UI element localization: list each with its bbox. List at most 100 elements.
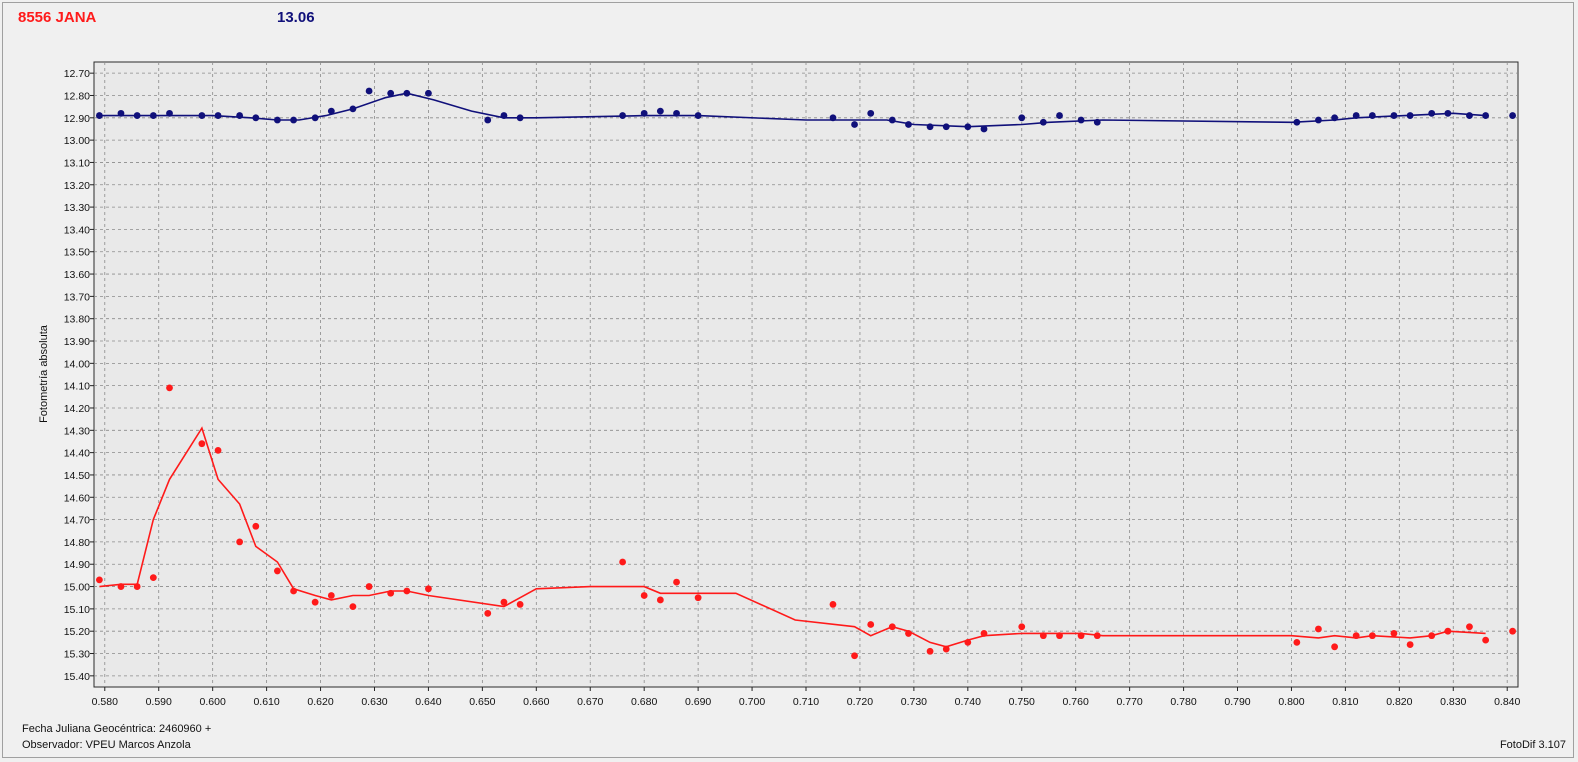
x-tick-label: 0.630 — [361, 696, 387, 708]
variable-data-point — [1509, 627, 1517, 635]
y-tick-label: 13.50 — [64, 247, 90, 259]
series — [95, 87, 1517, 660]
variable-data-point — [851, 652, 858, 660]
comparison-data-point — [656, 107, 664, 115]
x-tick-label: 0.650 — [469, 696, 495, 708]
variable-data-point — [1093, 632, 1101, 640]
comparison-data-point — [942, 123, 950, 131]
y-tick-label: 13.20 — [64, 180, 90, 192]
x-tick-label: 0.710 — [793, 696, 819, 708]
variable-data-point — [1315, 625, 1322, 633]
x-tick-label: 0.690 — [685, 696, 711, 708]
variable-data-point — [1077, 632, 1085, 640]
y-tick-label: 13.00 — [64, 135, 90, 147]
comparison-data-point — [1293, 118, 1301, 126]
comparison-data-point — [1352, 112, 1360, 119]
comparison-data-point — [619, 112, 627, 119]
variable-data-point — [640, 592, 648, 599]
x-tick-label: 0.600 — [200, 696, 226, 708]
comparison-data-point — [149, 112, 157, 119]
variable-data-point — [1482, 636, 1490, 644]
variable-data-point — [619, 558, 627, 566]
variable-data-point — [252, 522, 260, 530]
x-tick-label: 0.800 — [1278, 696, 1304, 708]
comparison-data-point — [1444, 109, 1452, 117]
comparison-data-point — [425, 89, 432, 97]
x-tick-label: 0.620 — [307, 696, 333, 708]
x-tick-label: 0.830 — [1440, 696, 1466, 708]
variable-data-point — [365, 583, 373, 590]
x-tick-label: 0.670 — [577, 696, 603, 708]
variable-data-point — [656, 596, 664, 604]
variable-data-point — [425, 585, 432, 593]
x-tick-label: 0.720 — [847, 696, 873, 708]
comparison-data-point — [1039, 118, 1047, 126]
variable-data-point — [133, 583, 141, 590]
comparison-data-point — [640, 109, 648, 117]
variable-data-point — [273, 567, 281, 575]
variable-data-point — [1293, 638, 1301, 646]
y-tick-label: 14.10 — [64, 381, 90, 393]
variable-data-point — [1466, 623, 1473, 631]
footer-version: FotoDif 3.107 — [1499, 739, 1566, 751]
y-tick-label: 14.30 — [64, 425, 90, 437]
variable-data-point — [926, 647, 934, 655]
comparison-data-point — [1056, 112, 1063, 119]
x-tick-label: 0.770 — [1116, 696, 1142, 708]
comparison-trend-line — [99, 92, 1486, 128]
variable-data-point — [673, 578, 680, 586]
comparison-data-point — [1509, 112, 1517, 119]
comparison-data-point — [905, 121, 912, 128]
x-tick-label: 0.810 — [1332, 696, 1358, 708]
comparison-data-point — [273, 116, 281, 124]
variable-data-point — [1428, 632, 1436, 640]
variable-data-point — [166, 384, 173, 392]
comparison-data-point — [980, 125, 988, 133]
y-tick-label: 13.60 — [64, 269, 90, 281]
comparison-data-point — [1368, 112, 1376, 119]
comparison-data-point — [673, 109, 680, 117]
x-tick-label: 0.760 — [1063, 696, 1089, 708]
y-tick-label: 15.10 — [64, 604, 90, 616]
y-tick-label: 15.20 — [64, 626, 90, 638]
comparison-data-point — [214, 112, 222, 119]
y-tick-label: 13.70 — [64, 291, 90, 303]
comparison-data-point — [1390, 112, 1398, 119]
comparison-data-point — [851, 121, 858, 128]
x-tick-label: 0.840 — [1494, 696, 1520, 708]
comparison-data-point — [365, 87, 373, 95]
comparison-data-point — [1428, 109, 1436, 117]
y-tick-label: 13.40 — [64, 224, 90, 236]
y-tick-label: 13.80 — [64, 314, 90, 326]
comparison-data-point — [1093, 118, 1101, 126]
comparison-data-point — [252, 114, 260, 122]
variable-data-point — [694, 594, 702, 602]
variable-data-point — [1331, 643, 1339, 651]
variable-data-point — [1390, 630, 1398, 637]
variable-data-point — [1039, 632, 1047, 640]
comparison-data-point — [95, 112, 103, 119]
variable-data-point — [149, 574, 157, 582]
variable-data-point — [484, 609, 492, 617]
variable-data-point — [290, 587, 297, 595]
x-tick-label: 0.610 — [253, 696, 279, 708]
variable-trend-line — [99, 426, 1486, 648]
star-title: 8556 JANA — [18, 9, 97, 26]
comparison-data-point — [926, 123, 934, 131]
y-tick-label: 15.30 — [64, 649, 90, 661]
variable-data-point — [500, 598, 508, 606]
comparison-data-point — [198, 112, 206, 119]
variable-data-point — [1368, 632, 1376, 640]
footer-julian-date: Fecha Juliana Geocéntrica: 2460960 + — [22, 723, 212, 735]
comparison-data-point — [117, 109, 125, 117]
variable-data-point — [95, 576, 103, 584]
x-tick-label: 0.730 — [901, 696, 927, 708]
y-tick-label: 14.80 — [64, 537, 90, 549]
variable-data-point — [311, 598, 319, 606]
y-tick-label: 14.00 — [64, 358, 90, 370]
comparison-data-point — [500, 112, 508, 119]
y-tick-label: 12.90 — [64, 113, 90, 125]
y-tick-label: 14.70 — [64, 515, 90, 527]
comparison-data-point — [1406, 112, 1414, 119]
